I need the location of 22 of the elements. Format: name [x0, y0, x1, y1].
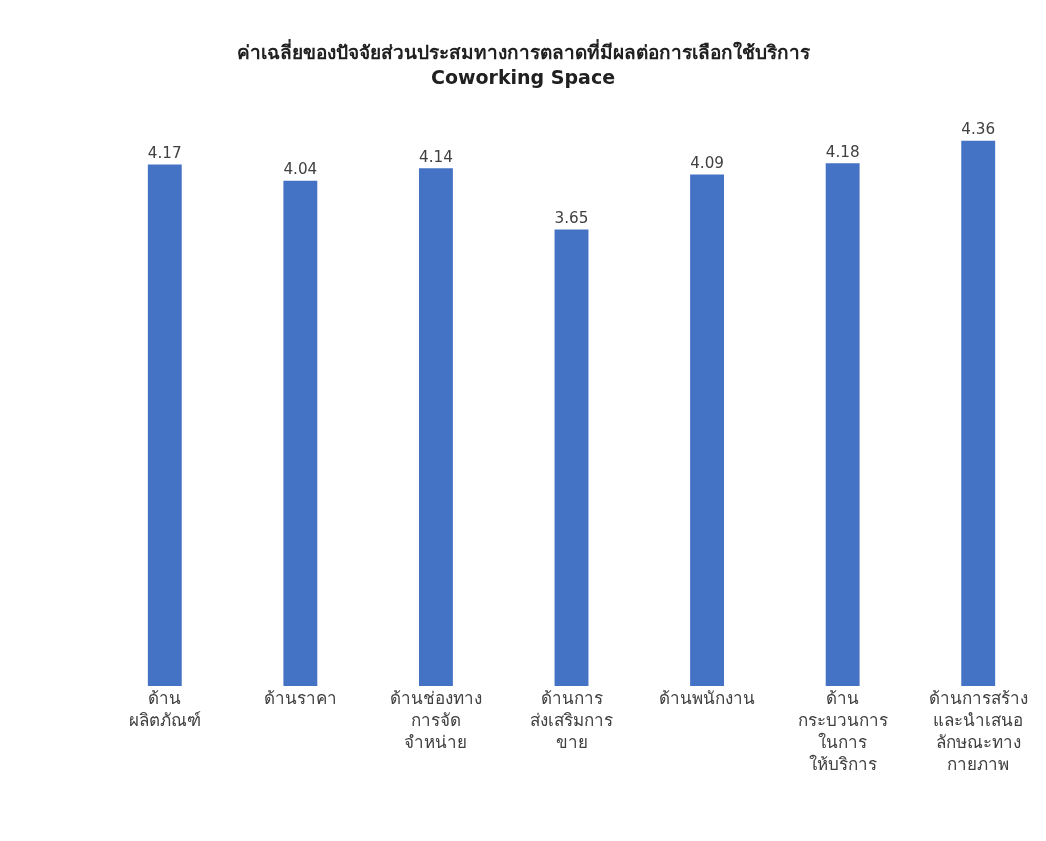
- bar: [418, 168, 453, 686]
- x-tick-label: ด้านการ ส่งเสริมการ ขาย: [530, 688, 613, 753]
- x-tick-label: ด้านราคา: [263, 688, 337, 708]
- bar: [554, 229, 589, 686]
- x-tick-label: ด้านการสร้าง และนำเสนอ ลักษณะทาง กายภาพ: [928, 688, 1028, 775]
- bar: [147, 164, 182, 686]
- x-tick-label: ด้านช่องทาง การจัด จำหน่าย: [389, 688, 482, 753]
- data-label: 4.14: [418, 147, 453, 166]
- data-label: 4.36: [961, 120, 996, 139]
- bar: [825, 163, 860, 686]
- bar: [961, 140, 996, 686]
- data-label: 4.18: [825, 142, 860, 161]
- x-tick-label: ด้าน กระบวนการ ในการ ให้บริการ: [797, 688, 888, 775]
- x-tick-label: ด้าน ผลิตภัณฑ์: [128, 688, 201, 731]
- bar: [283, 180, 318, 686]
- bar: [690, 174, 725, 686]
- x-tick-label: ด้านพนักงาน: [659, 688, 756, 708]
- chart-title: ค่าเฉลี่ยของปัจจัยส่วนประสมทางการตลาดที่มีผลต่อการเลือกใช้บริการ Coworking Space: [236, 38, 811, 88]
- data-label: 4.04: [283, 160, 318, 179]
- data-label: 3.65: [554, 208, 589, 227]
- data-label: 4.09: [690, 153, 724, 172]
- data-label: 4.17: [147, 143, 182, 162]
